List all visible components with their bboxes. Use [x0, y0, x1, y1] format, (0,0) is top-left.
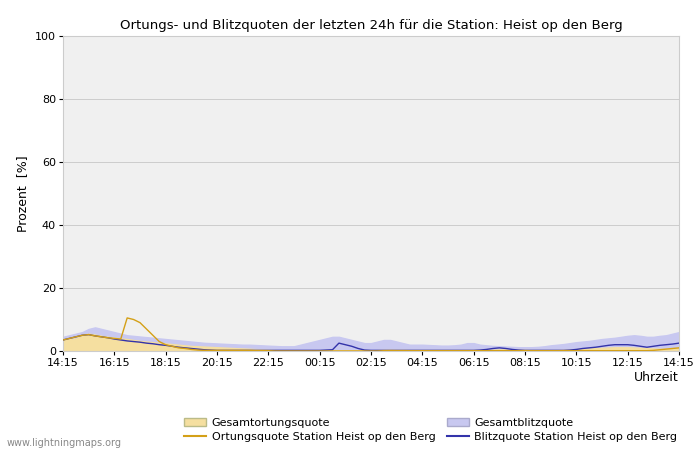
- Legend: Gesamtortungsquote, Ortungsquote Station Heist op den Berg, Gesamtblitzquote, Bl: Gesamtortungsquote, Ortungsquote Station…: [179, 413, 682, 446]
- Text: www.lightningmaps.org: www.lightningmaps.org: [7, 438, 122, 448]
- Y-axis label: Prozent  [%]: Prozent [%]: [17, 155, 29, 232]
- Title: Ortungs- und Blitzquoten der letzten 24h für die Station: Heist op den Berg: Ortungs- und Blitzquoten der letzten 24h…: [120, 19, 622, 32]
- Text: Uhrzeit: Uhrzeit: [634, 371, 679, 384]
